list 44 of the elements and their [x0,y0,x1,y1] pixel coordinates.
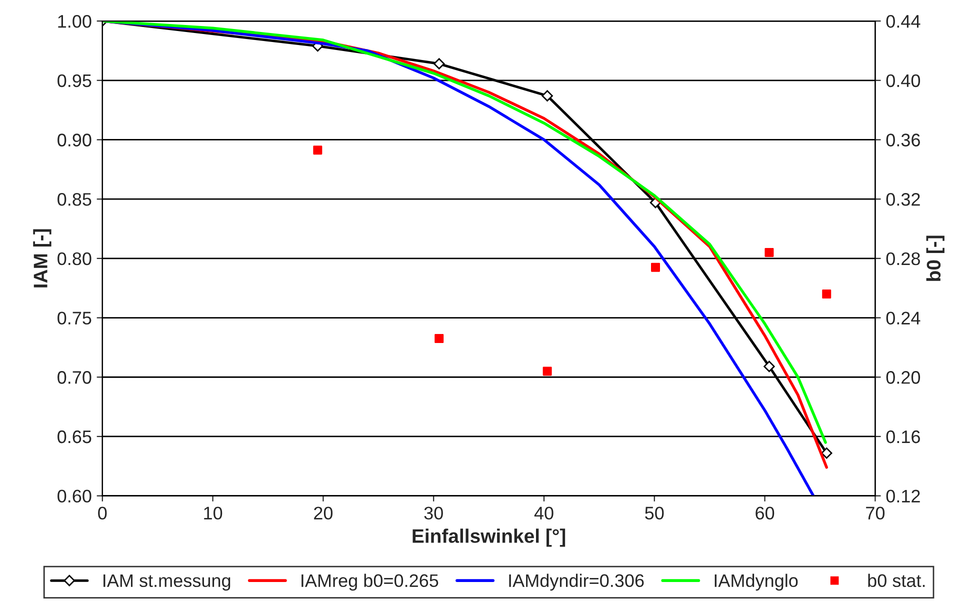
y2-tick-label: 0.28 [886,252,920,266]
y2-tick-label: 0.16 [886,430,920,444]
point [764,248,774,257]
legend-label: IAMdyndir=0.306 [509,574,644,591]
x-tick-label: 0 [98,506,107,520]
y2-tick-label: 0.32 [886,193,920,206]
point [821,447,832,459]
legend-label: IAM st.messung [104,574,230,591]
y-tick-label: 0.65 [58,430,92,444]
y-tick-label: 0.70 [58,371,92,384]
legend-label: IAMreg b0=0.265 [302,574,438,591]
legend-label: IAMdynglo [714,574,798,591]
x-tick-label: 20 [314,506,333,520]
y-tick-label: 0.60 [58,490,92,503]
point [764,360,775,372]
x-tick-label: 60 [756,506,774,520]
x-tick-label: 40 [534,506,554,520]
x-tick-label: 30 [424,506,443,520]
y2-tick-label: 0.12 [886,490,920,503]
point [313,146,322,155]
point [542,90,553,102]
point [822,290,832,299]
point [542,366,552,376]
x-tick-label: 50 [645,506,664,520]
y-tick-label: 0.75 [58,312,92,324]
y-tick-label: 0.80 [58,252,92,266]
y2-tick-label: 0.36 [886,134,920,146]
point [434,58,445,70]
y2-tick-label: 0.40 [886,74,920,88]
legend-label: b0 stat. [868,574,925,588]
x-tick-label: 70 [866,506,885,520]
y-tick-label: 0.95 [58,74,92,88]
y2-tick-label: 0.24 [886,312,920,324]
y-axis-title: IAM [-] [33,229,52,288]
y2-tick-label: 0.20 [886,371,920,384]
y-tick-label: 0.85 [58,193,92,206]
point [651,262,660,272]
y-tick-label: 0.90 [58,134,92,146]
x-axis-title: Einfallswinkel [°] [412,528,566,547]
point [434,334,444,344]
y2-axis-title: b0 [-] [926,236,944,281]
y-tick-label: 1.00 [58,14,92,28]
y2-tick-label: 0.44 [886,14,920,28]
x-tick-label: 10 [204,506,222,520]
